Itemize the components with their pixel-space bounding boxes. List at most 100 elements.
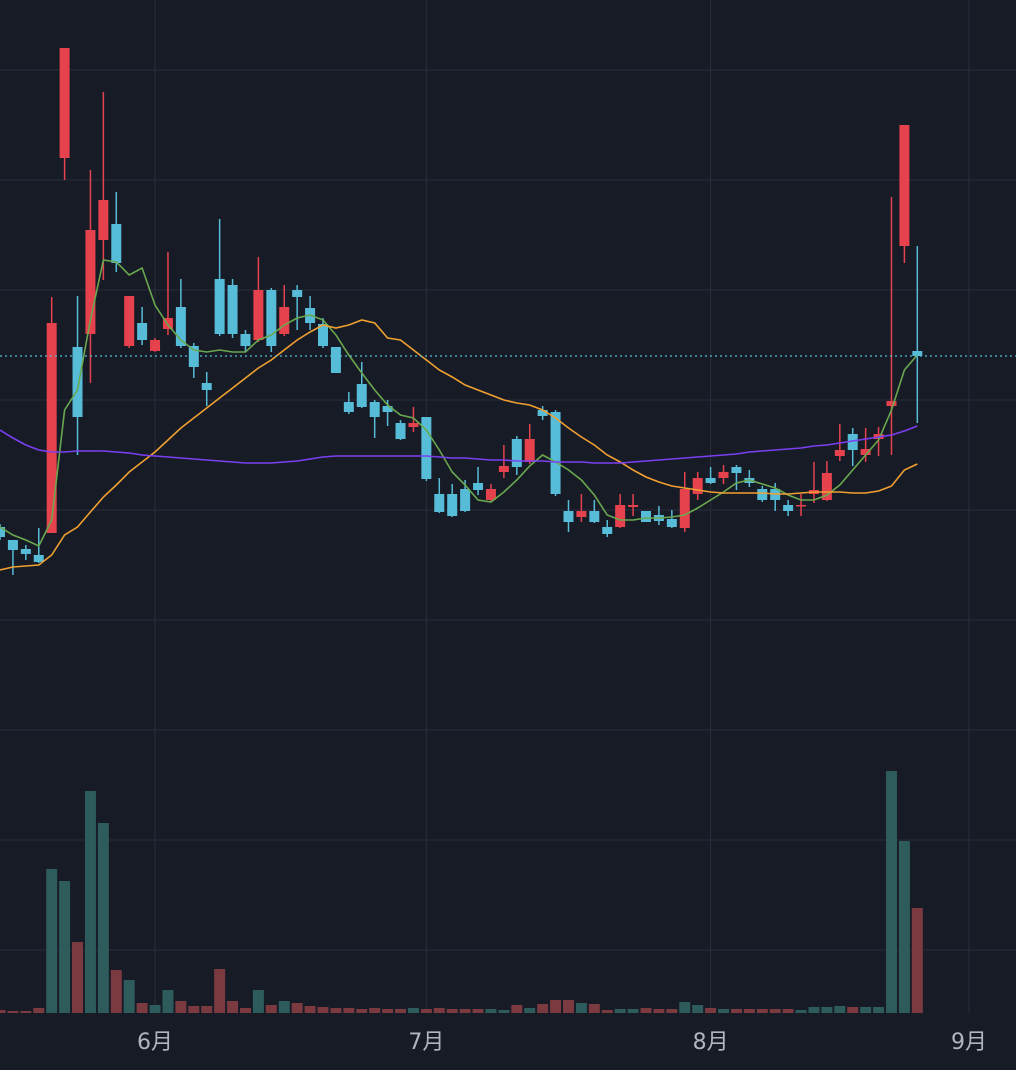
volume-bar xyxy=(110,970,122,1013)
x-tick-label: 9月 xyxy=(951,1030,987,1055)
volume-bar xyxy=(575,1003,587,1013)
x-tick-label: 6月 xyxy=(137,1030,173,1055)
volume-bar xyxy=(472,1009,484,1013)
candle-body xyxy=(292,290,303,297)
candle-body xyxy=(33,555,44,562)
volume-bar xyxy=(834,1006,846,1013)
volume-bar xyxy=(97,823,109,1013)
candle-body xyxy=(498,466,509,472)
volume-bar xyxy=(0,1010,6,1013)
volume-bar xyxy=(459,1009,471,1013)
volume-bar xyxy=(860,1007,872,1013)
candle-body xyxy=(408,423,419,427)
volume-bar xyxy=(33,1008,45,1013)
candle-body xyxy=(912,351,923,356)
x-tick-label: 7月 xyxy=(408,1030,444,1055)
candle-body xyxy=(434,494,445,512)
volume-bar xyxy=(304,1006,316,1013)
volume-bar xyxy=(433,1008,445,1013)
candle-body xyxy=(356,384,367,407)
candle-body xyxy=(834,450,845,456)
candle-body xyxy=(460,489,471,511)
volume-bar xyxy=(330,1008,342,1013)
candle-body xyxy=(718,472,729,478)
volume-bar xyxy=(821,1007,833,1013)
volume-bar xyxy=(847,1007,859,1013)
candle-body xyxy=(821,473,832,500)
volume-bar xyxy=(743,1009,755,1013)
candle-body xyxy=(641,511,651,522)
volume xyxy=(0,771,923,1013)
candle-body xyxy=(330,347,341,373)
candle-body xyxy=(666,519,677,527)
candle-body xyxy=(589,511,600,522)
volume-bar xyxy=(730,1009,742,1013)
volume-bar xyxy=(123,980,135,1013)
volume-bar xyxy=(588,1004,600,1013)
x-tick-label: 8月 xyxy=(693,1030,729,1055)
volume-bar xyxy=(420,1009,432,1013)
volume-bar xyxy=(201,1006,213,1013)
moving-average-line xyxy=(0,259,918,548)
candle-body xyxy=(757,489,768,500)
volume-bar xyxy=(601,1010,613,1013)
candle-body xyxy=(111,224,122,263)
candle-body xyxy=(188,346,199,367)
volume-bar xyxy=(485,1009,497,1013)
volume-bar xyxy=(769,1009,781,1013)
candle-body xyxy=(59,48,70,158)
candle-body xyxy=(783,505,794,511)
candle-body xyxy=(46,323,57,533)
candle-body xyxy=(137,323,148,340)
candle-body xyxy=(692,478,703,494)
candle-body xyxy=(628,505,639,507)
volume-bar xyxy=(356,1009,368,1013)
volume-bar xyxy=(382,1009,394,1013)
volume-bar xyxy=(885,771,897,1013)
candle-body xyxy=(124,296,135,346)
volume-bar xyxy=(149,1005,161,1013)
volume-bar xyxy=(59,881,71,1013)
candle-body xyxy=(473,483,484,490)
candle-body xyxy=(214,279,225,334)
volume-bar xyxy=(72,942,84,1013)
candle-body xyxy=(7,540,18,550)
volume-bar xyxy=(756,1009,768,1013)
volume-bar xyxy=(175,1001,187,1013)
volume-bar xyxy=(369,1008,381,1013)
candle-body xyxy=(343,402,354,412)
volume-bar xyxy=(343,1008,355,1013)
volume-bar xyxy=(7,1011,19,1013)
volume-bar xyxy=(653,1009,665,1013)
candle-body xyxy=(20,549,31,554)
candle-body xyxy=(563,511,574,522)
candle-body xyxy=(796,505,807,507)
volume-bar xyxy=(640,1008,652,1013)
candle-body xyxy=(576,511,587,517)
candle-body xyxy=(899,125,910,246)
volume-bar xyxy=(46,869,58,1013)
moving-averages xyxy=(0,259,918,571)
candle-body xyxy=(318,324,328,346)
volume-bar xyxy=(162,990,174,1013)
volume-bar xyxy=(705,1008,717,1013)
volume-bar xyxy=(395,1009,407,1013)
volume-bar xyxy=(795,1010,807,1013)
volume-bar xyxy=(692,1005,704,1013)
candle-body xyxy=(524,439,535,462)
volume-bar xyxy=(511,1005,523,1013)
volume-bar xyxy=(446,1009,458,1013)
candle-body xyxy=(266,290,277,346)
candle-body xyxy=(253,290,264,340)
volume-bar xyxy=(20,1011,32,1013)
volume-bar xyxy=(666,1009,678,1013)
volume-bar xyxy=(614,1009,626,1013)
candle-body xyxy=(679,489,690,528)
volume-bar xyxy=(550,1000,562,1013)
volume-bar xyxy=(291,1003,303,1013)
grid xyxy=(0,0,1016,1013)
volume-bar xyxy=(562,1000,574,1013)
candle-body xyxy=(150,340,161,351)
